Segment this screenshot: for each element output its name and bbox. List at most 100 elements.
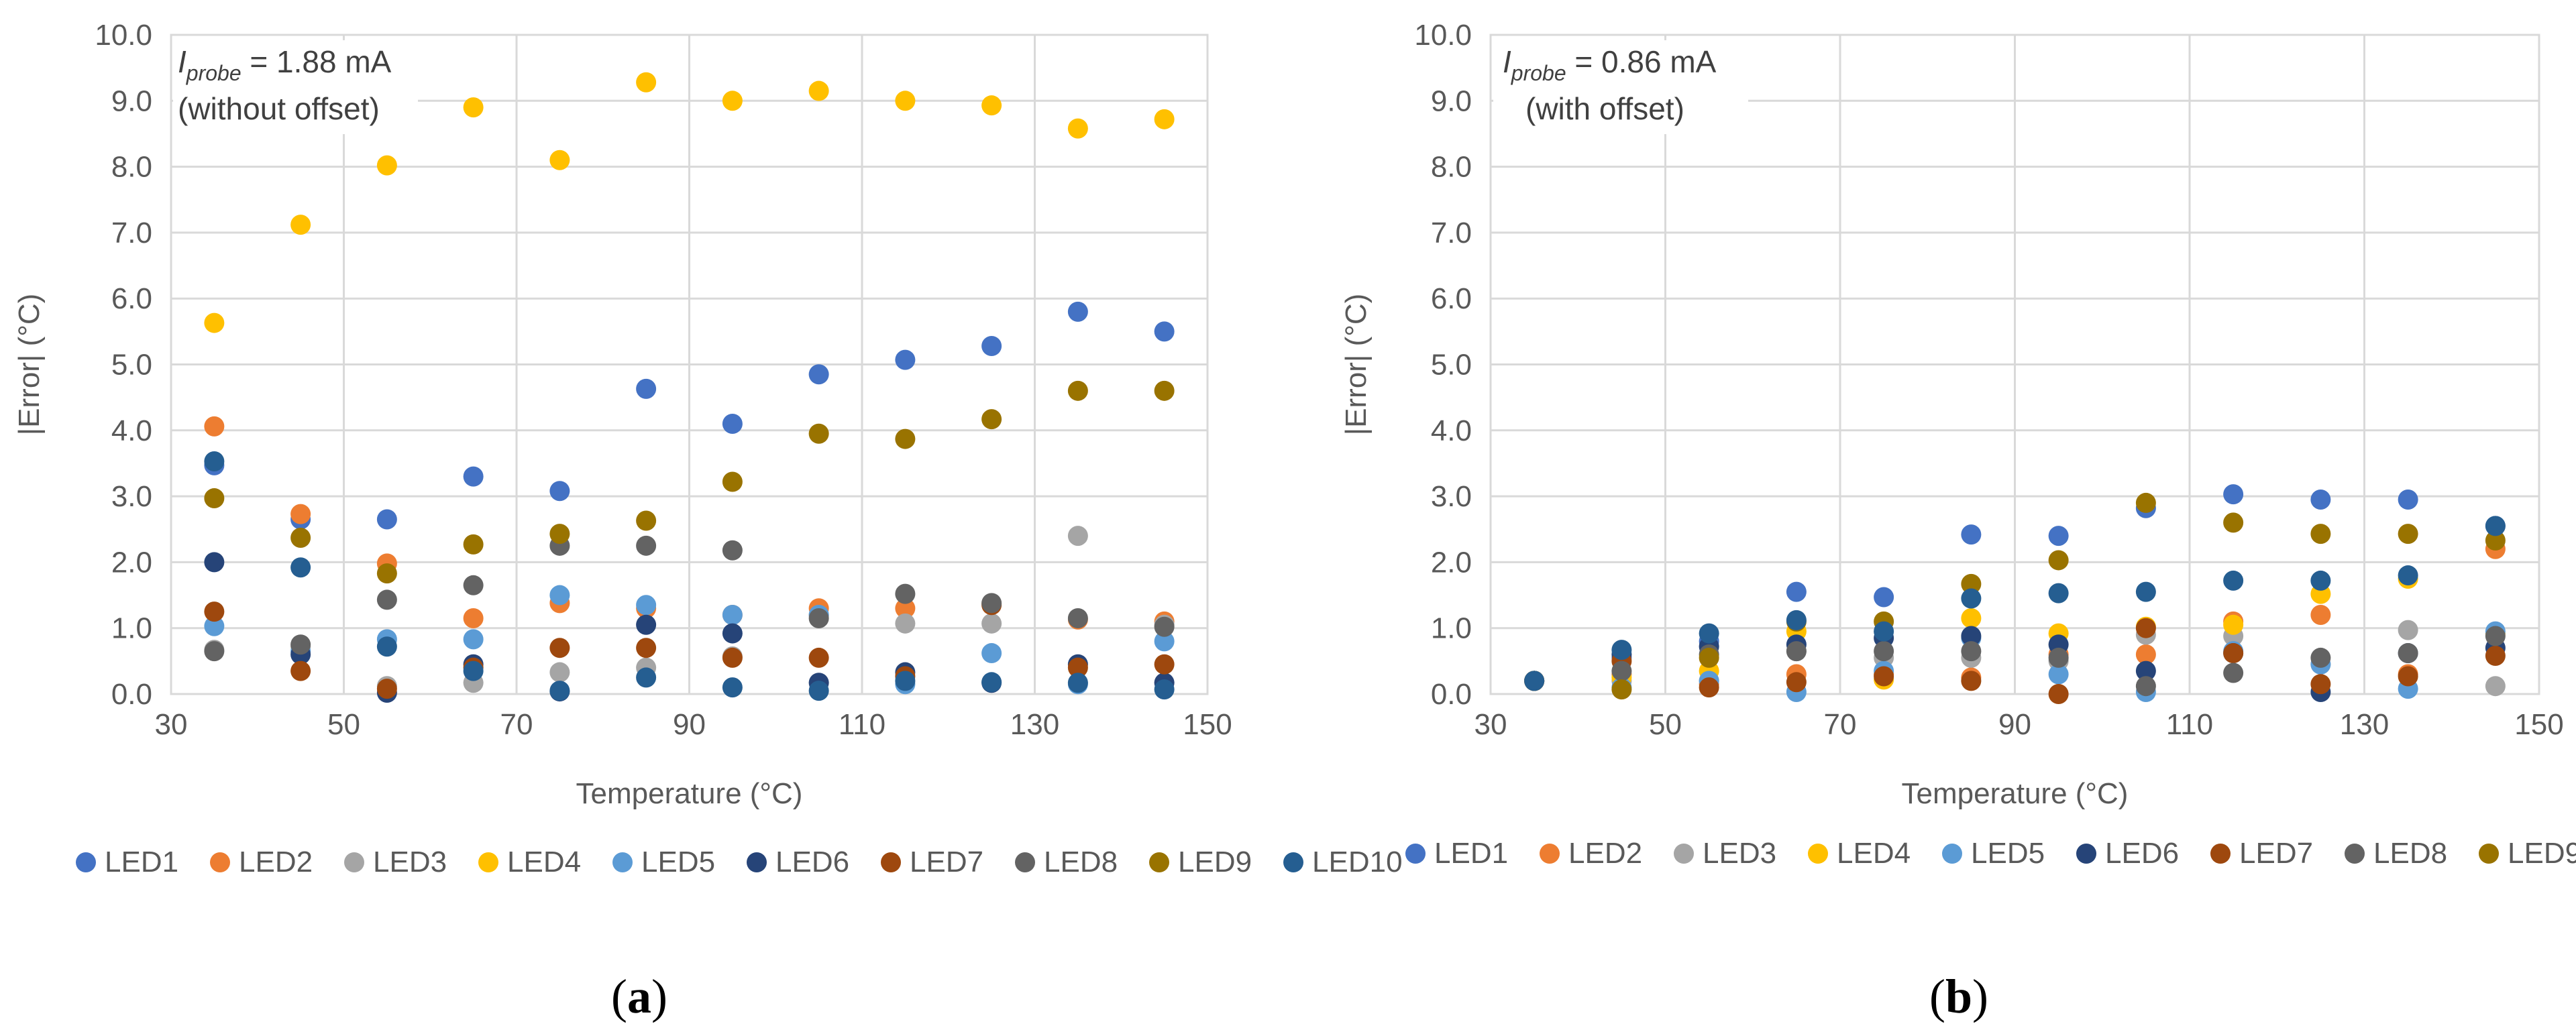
data-point	[2398, 643, 2418, 664]
legend-marker	[1674, 844, 1694, 864]
series-led10	[1524, 516, 2506, 691]
y-tick-label: 10.0	[95, 19, 152, 52]
y-tick-label: 6.0	[1431, 282, 1472, 315]
legend-marker	[1283, 852, 1303, 872]
data-point	[549, 150, 570, 170]
x-tick-label: 90	[673, 708, 706, 741]
data-point	[2485, 516, 2506, 536]
data-point	[1874, 666, 1894, 687]
data-point	[2310, 570, 2331, 591]
data-point	[1786, 610, 1807, 630]
legend-label: LED3	[373, 846, 447, 878]
data-point	[2398, 666, 2418, 687]
data-point	[463, 629, 484, 650]
legend-label: LED5	[1971, 837, 2045, 870]
x-tick-label: 90	[1998, 708, 2031, 741]
x-tick-label: 150	[1183, 708, 1232, 741]
legend-marker	[1149, 852, 1169, 872]
x-tick-label: 70	[1824, 708, 1857, 741]
legend-label: LED2	[1568, 837, 1642, 870]
x-tick-label: 150	[2514, 708, 2563, 741]
data-point	[895, 671, 916, 691]
data-point	[1961, 588, 1982, 609]
data-point	[1961, 573, 1982, 594]
data-point	[549, 585, 570, 606]
y-tick-label: 3.0	[1431, 480, 1472, 513]
data-point	[463, 608, 484, 628]
legend-marker	[1540, 844, 1560, 864]
legend-item-led1: LED1	[1405, 837, 1508, 870]
data-point	[1874, 587, 1894, 608]
data-point	[1067, 301, 1088, 322]
legend-marker	[2210, 844, 2231, 864]
annotation-background	[173, 40, 418, 134]
data-point	[2398, 620, 2418, 640]
data-point	[981, 593, 1002, 614]
data-point	[1611, 660, 1632, 681]
data-point	[981, 335, 1002, 356]
annotation-offset-mode: (without offset)	[178, 91, 380, 126]
data-point	[1611, 679, 1632, 700]
y-tick-label: 4.0	[111, 414, 152, 447]
data-point	[1154, 616, 1175, 637]
data-point	[204, 416, 225, 437]
legend-item-led6: LED6	[747, 846, 849, 878]
legend-label: LED10	[1312, 846, 1403, 878]
data-point	[2135, 644, 2156, 665]
data-point	[2485, 645, 2506, 666]
legend-marker	[344, 852, 364, 872]
data-point	[2223, 614, 2244, 635]
data-point	[2135, 618, 2156, 638]
data-point	[1699, 647, 1719, 668]
y-tick-label: 7.0	[111, 217, 152, 249]
data-point	[376, 679, 397, 699]
panel-label: (a)	[611, 970, 667, 1023]
data-point	[204, 616, 225, 636]
legend-label: LED1	[105, 846, 178, 878]
data-point	[636, 667, 657, 688]
data-point	[1067, 118, 1088, 139]
data-point	[636, 535, 657, 556]
data-point	[636, 510, 657, 531]
data-point	[895, 583, 916, 604]
legend-marker	[747, 852, 767, 872]
y-tick-label: 6.0	[111, 282, 152, 315]
data-point	[981, 95, 1002, 116]
data-point	[1154, 380, 1175, 401]
legend-label: LED6	[775, 846, 849, 878]
x-tick-label: 50	[1649, 708, 1682, 741]
y-tick-label: 1.0	[111, 612, 152, 645]
annotation-current: Iprobe = 0.86 mA	[1503, 44, 1717, 85]
legend-item-led9: LED9	[1149, 846, 1252, 878]
data-point	[2310, 605, 2331, 626]
legend-marker	[210, 852, 230, 872]
data-point	[204, 641, 225, 662]
x-tick-label: 130	[2340, 708, 2389, 741]
data-point	[2223, 643, 2244, 664]
data-point	[808, 80, 829, 101]
y-tick-label: 4.0	[1431, 414, 1472, 447]
data-point	[290, 215, 311, 235]
legend-marker	[612, 852, 633, 872]
data-point	[376, 563, 397, 584]
data-point	[1961, 608, 1982, 628]
data-point	[636, 595, 657, 616]
x-tick-label: 30	[1474, 708, 1507, 741]
data-point	[2310, 647, 2331, 668]
chart-panel-a: 0.0 1.0 2.0 3.0 4.0 5.0 6.0 7.0 8.0 9.0 10.0 30 50 70…	[13, 19, 1403, 1023]
data-point	[2485, 626, 2506, 646]
data-point	[204, 488, 225, 509]
data-point	[722, 471, 743, 492]
data-point	[463, 575, 484, 595]
data-point	[2048, 684, 2069, 704]
legend-item-led9: LED9	[2479, 837, 2576, 870]
data-point	[1874, 641, 1894, 662]
legend-marker	[76, 852, 96, 872]
data-point	[722, 647, 743, 668]
legend-marker	[2345, 844, 2365, 864]
legend-item-led7: LED7	[2210, 837, 2313, 870]
data-point	[722, 91, 743, 111]
legend-item-led2: LED2	[210, 846, 313, 878]
legend-label: LED9	[2508, 837, 2576, 870]
